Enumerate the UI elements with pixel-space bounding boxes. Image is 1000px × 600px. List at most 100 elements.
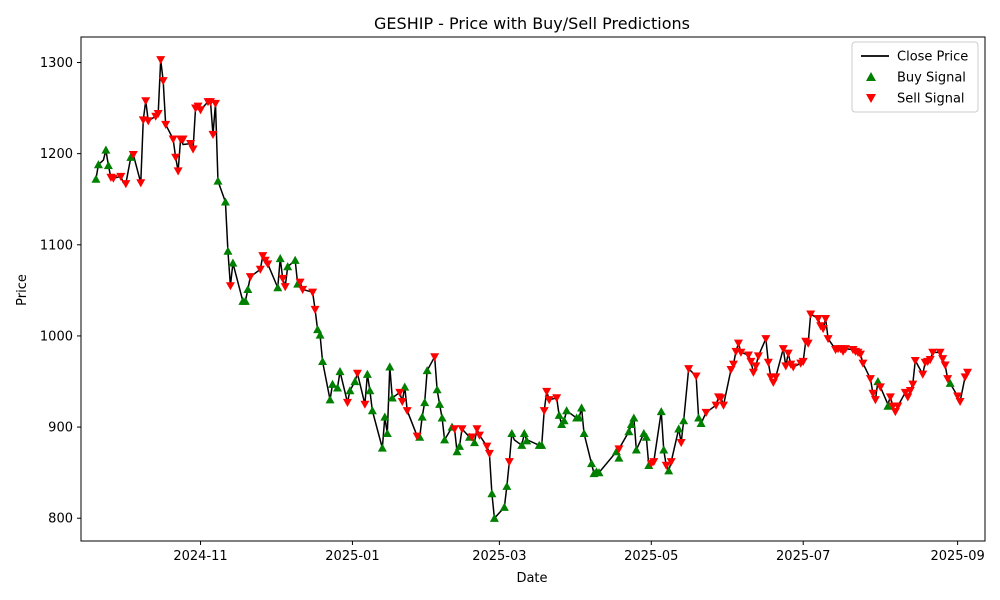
- sell-signal-marker: [161, 120, 171, 129]
- sell-signal-marker: [278, 274, 288, 284]
- buy-signal-marker: [641, 432, 651, 441]
- buy-signal-marker: [629, 413, 639, 422]
- buy-signal-marker: [883, 401, 893, 410]
- legend-label: Buy Signal: [897, 71, 966, 86]
- sell-signal-marker: [823, 335, 833, 344]
- buy-signal-marker: [213, 176, 223, 185]
- buy-signal-marker: [335, 366, 345, 376]
- sell-signal-marker: [210, 99, 220, 109]
- axes-frame: [80, 36, 986, 542]
- buy-signal-marker: [656, 407, 666, 416]
- buy-signal-marker: [315, 330, 325, 339]
- sell-signal-marker: [614, 445, 624, 454]
- buy-signal-marker: [377, 443, 387, 452]
- sell-signal-marker: [751, 362, 761, 371]
- sell-signal-marker: [953, 392, 963, 401]
- sell-signal-marker: [940, 361, 950, 370]
- buy-signal-marker: [562, 406, 572, 415]
- legend: Close Price Buy Signal Sell Signal: [851, 41, 979, 113]
- buy-signal-marker: [674, 424, 684, 433]
- buy-signal-marker: [624, 427, 634, 436]
- sell-signal-marker: [900, 388, 910, 397]
- buy-signal-marker: [522, 436, 532, 445]
- buy-signal-marker: [559, 416, 569, 425]
- sell-signal-marker: [736, 348, 746, 357]
- sell-signal-marker: [855, 350, 865, 359]
- sell-signal-marker: [504, 458, 514, 467]
- sell-signal-marker: [753, 352, 763, 361]
- sell-signal-marker: [748, 368, 758, 377]
- sell-signal-marker: [245, 273, 255, 282]
- buy-signal-marker: [631, 445, 641, 454]
- sell-signal-marker: [935, 348, 945, 357]
- sell-signal-marker: [116, 172, 126, 181]
- buy-signal-marker: [417, 412, 427, 421]
- buy-signal-marker: [679, 416, 689, 425]
- sell-signal-marker: [552, 394, 562, 403]
- sell-signal-marker: [716, 394, 726, 403]
- sell-signal-marker: [484, 449, 494, 459]
- buy-signal-marker: [387, 393, 397, 402]
- sell-signal-marker: [963, 368, 973, 377]
- sell-signal-marker: [763, 358, 773, 367]
- buy-signal-marker: [400, 382, 410, 391]
- sell-signal-marker: [295, 278, 305, 287]
- sell-signal-marker: [771, 373, 781, 382]
- buy-signal-marker: [420, 397, 430, 407]
- buy-signal-marker: [432, 385, 442, 394]
- sell-signal-marker: [885, 393, 895, 402]
- y-tick-label: 1300: [40, 56, 73, 71]
- buy-signal-marker: [223, 246, 233, 255]
- sell-signal-marker: [719, 401, 729, 410]
- buy-signal-marker: [325, 395, 335, 404]
- buy-signal-marker: [873, 377, 883, 386]
- buy-signal-marker: [587, 459, 597, 468]
- sell-signal-marker: [225, 282, 235, 291]
- sell-signal-marker: [938, 355, 948, 364]
- buy-signal-marker: [345, 386, 355, 395]
- sell-signal-marker: [342, 398, 352, 407]
- buy-signal-marker: [517, 440, 527, 449]
- buy-signal-marker: [365, 386, 375, 395]
- legend-label: Sell Signal: [897, 92, 965, 107]
- buy-signal-marker: [499, 502, 509, 511]
- buy-signal-marker: [507, 428, 517, 438]
- x-tick-label: 2025-09: [930, 549, 984, 564]
- sell-signal-marker: [156, 56, 166, 65]
- sell-signal-marker: [661, 461, 671, 470]
- sell-signal-marker: [298, 285, 308, 294]
- buy-signal-marker: [385, 362, 395, 371]
- buy-signal-marker: [519, 428, 529, 438]
- legend-buy-marker: [866, 72, 876, 81]
- sell-signal-marker: [352, 369, 362, 378]
- sell-signal-marker: [778, 345, 788, 354]
- sell-signal-marker: [818, 325, 828, 334]
- sell-signal-marker: [666, 458, 676, 467]
- buy-signal-marker: [487, 489, 497, 498]
- buy-signal-marker: [240, 296, 250, 305]
- sell-signal-marker: [258, 252, 268, 261]
- sell-signal-marker: [841, 345, 851, 354]
- sell-signal-marker: [136, 179, 146, 188]
- buy-signal-marker: [350, 377, 360, 386]
- legend-box: [851, 41, 979, 113]
- x-tick-label: 2025-07: [776, 549, 830, 564]
- buy-signal-marker: [380, 412, 390, 421]
- buy-signal-marker: [659, 445, 669, 454]
- buy-signal-marker: [362, 369, 372, 378]
- sell-signal-marker: [733, 339, 743, 348]
- sell-signal-marker: [813, 315, 823, 324]
- buy-signal-marker: [626, 419, 636, 428]
- sell-signal-marker: [141, 97, 151, 106]
- buy-signal-marker: [945, 378, 955, 387]
- sell-signal-marker: [806, 310, 816, 319]
- sell-signal-marker: [310, 305, 320, 315]
- sell-signal-marker: [360, 400, 370, 409]
- sell-signal-marker: [402, 407, 412, 416]
- sell-signal-marker: [728, 360, 738, 369]
- sell-signal-marker: [903, 393, 913, 402]
- y-tick-label: 1200: [40, 147, 73, 162]
- buy-signal-marker: [273, 283, 283, 292]
- buy-signal-marker: [502, 481, 512, 490]
- buy-signal-marker: [333, 383, 343, 392]
